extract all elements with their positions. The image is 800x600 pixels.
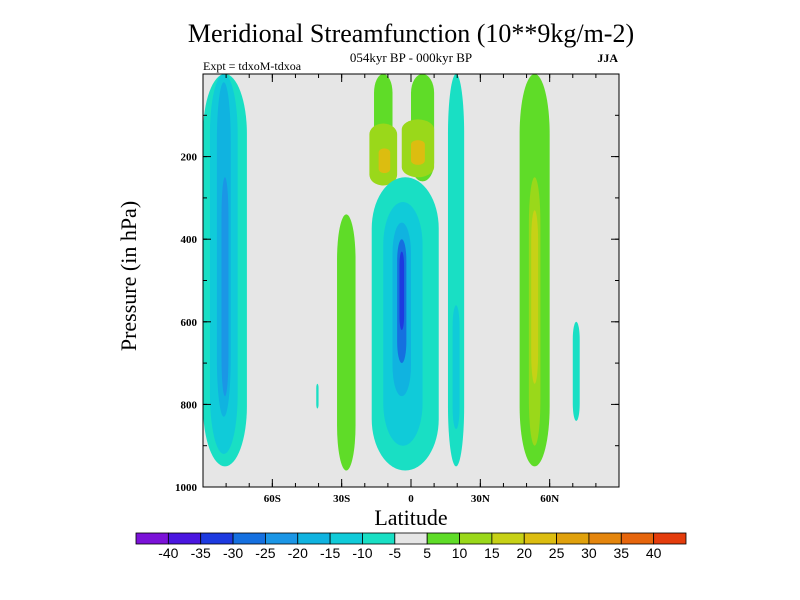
- colorbar-swatch: [426, 532, 460, 545]
- colorbar-swatch: [232, 532, 266, 545]
- colorbar-swatch: [620, 532, 655, 545]
- colorbar-label: -40: [158, 545, 178, 561]
- contour-pos-nh-midlat-peak: [531, 210, 539, 384]
- colorbar-label: 20: [516, 545, 532, 561]
- colorbar-label: 15: [484, 545, 500, 561]
- y-tick-label: 400: [181, 234, 198, 246]
- x-tick-label: 60N: [540, 493, 559, 505]
- contour-neg-60S-deep: [221, 177, 229, 397]
- contour-neg-nh-tropic-core: [452, 305, 460, 430]
- contour-neg-nh-strip: [572, 321, 580, 421]
- colorbar-label: -10: [352, 545, 372, 561]
- colorbar-label: 35: [614, 545, 630, 561]
- axes: 60S 30S 0 30N 60N 200 400 600 800 1000: [175, 73, 620, 505]
- colorbar-swatch: [459, 532, 493, 545]
- chart-subtitle: 054kyr BP - 000kyr BP: [350, 50, 472, 65]
- x-axis-label: Latitude: [374, 505, 447, 530]
- chart-title: Meridional Streamfunction (10**9kg/m-2): [188, 19, 634, 48]
- colorbar-label: 25: [549, 545, 565, 561]
- colorbar: -40 -35 -30 -25 -20 -15 -10 -5 5 10 15 20 25 30 35 40: [135, 532, 687, 561]
- y-tick-label: 200: [181, 152, 198, 164]
- y-tick-label: 1000: [175, 482, 198, 494]
- colorbar-swatch: [135, 532, 169, 545]
- colorbar-label: 5: [423, 545, 431, 561]
- colorbar-swatch: [523, 532, 557, 545]
- contour-pos-upper-core-e: [411, 140, 425, 165]
- contour-pos-upper-core-w: [378, 148, 391, 174]
- colorbar-swatch: [329, 532, 363, 545]
- colorbar-label: -20: [288, 545, 308, 561]
- colorbar-label: -30: [223, 545, 243, 561]
- contour-neg-nh-tropic: [447, 74, 465, 467]
- x-tick-label: 60S: [264, 493, 281, 505]
- colorbar-swatch: [491, 532, 525, 545]
- experiment-label: Expt = tdxoM-tdxoa: [203, 59, 302, 73]
- colorbar-swatch: [265, 532, 299, 545]
- y-tick-label: 800: [181, 399, 198, 411]
- colorbar-label: 10: [452, 545, 468, 561]
- contour-neg-eq-center: [399, 251, 405, 331]
- contour-pos-sh-subtrop: [337, 214, 356, 471]
- x-tick-label: 30N: [471, 493, 490, 505]
- colorbar-label: 30: [581, 545, 597, 561]
- colorbar-swatch: [653, 532, 687, 545]
- colorbar-swatch: [362, 532, 396, 545]
- season-label: JJA: [597, 51, 618, 65]
- colorbar-label: -5: [389, 545, 402, 561]
- colorbar-swatch: [297, 532, 331, 545]
- colorbar-label: 40: [646, 545, 662, 561]
- y-axis-label: Pressure (in hPa): [116, 201, 141, 351]
- colorbar-swatch: [556, 532, 590, 545]
- x-tick-label: 0: [408, 493, 414, 505]
- contour-neg-sh-dot: [316, 383, 319, 409]
- colorbar-label: -35: [191, 545, 211, 561]
- plot-area: [203, 74, 619, 487]
- y-tick-label: 600: [181, 317, 198, 329]
- colorbar-label: -15: [320, 545, 340, 561]
- colorbar-swatch: [588, 532, 622, 545]
- colorbar-swatch: [200, 532, 234, 545]
- colorbar-swatch: [167, 532, 202, 545]
- colorbar-label: -25: [255, 545, 275, 561]
- colorbar-swatch: [394, 532, 428, 545]
- x-tick-label: 30S: [333, 493, 350, 505]
